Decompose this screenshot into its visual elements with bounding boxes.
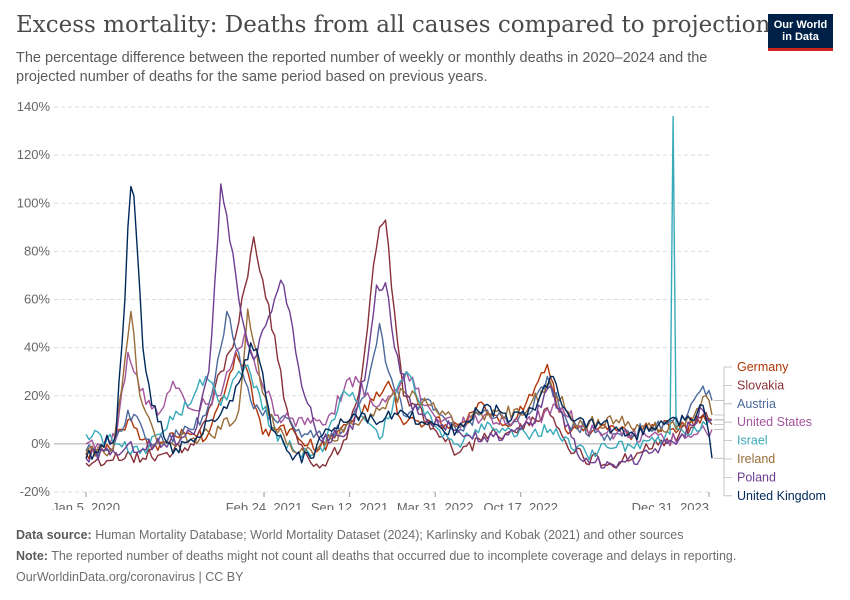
grid-layer: -20% 0% 20% 40% 60% 80% 100% 120% 140% Jan 5, 202… (17, 99, 712, 510)
x-tick-label: Dec 31, 2023 (632, 500, 709, 510)
data-source-line: Data source: Human Mortality Database; W… (16, 528, 683, 542)
series-line-poland (85, 183, 713, 469)
data-source-text: Human Mortality Database; World Mortalit… (91, 528, 684, 542)
x-tick-label: Feb 24, 2021 (226, 500, 303, 510)
note-label: Note: (16, 549, 48, 563)
legend-label: Poland (737, 470, 776, 484)
legend-label: United States (737, 415, 812, 429)
series-layer (85, 115, 713, 469)
legend-connector (714, 419, 732, 441)
legend-connector (714, 400, 732, 405)
y-tick-label: 140% (17, 99, 51, 114)
x-tick-label: Mar 31, 2022 (397, 500, 474, 510)
series-line-israel (85, 115, 713, 461)
legend-connector (714, 385, 732, 426)
credit-link[interactable]: OurWorldinData.org/coronavirus | CC BY (16, 570, 244, 584)
legend-connector (714, 419, 732, 478)
legend-label: Slovakia (737, 378, 784, 392)
y-tick-label: 100% (17, 195, 51, 210)
y-tick-label: 120% (17, 147, 51, 162)
logo-line-1: Our World (773, 19, 828, 31)
y-tick-label: -20% (20, 484, 51, 499)
logo-line-2: in Data (782, 31, 819, 43)
note-line: Note: The reported number of deaths migh… (16, 549, 736, 563)
excess-mortality-chart: -20% 0% 20% 40% 60% 80% 100% 120% 140% Jan 5, 202… (17, 99, 826, 510)
x-tick-label: Jan 5, 2020 (52, 500, 120, 510)
note-text: The reported number of deaths might not … (47, 549, 737, 563)
y-tick-label: 80% (24, 243, 50, 258)
y-tick-label: 40% (24, 340, 50, 355)
legend-label: Austria (737, 397, 776, 411)
legend-label: United Kingdom (737, 489, 826, 503)
legend-connector (714, 421, 732, 430)
legend-label: Israel (737, 434, 768, 448)
legend: Germany Slovakia Austria United States Israe… (714, 360, 826, 503)
legend-connector (714, 457, 732, 497)
legend-label: Germany (737, 360, 789, 374)
y-tick-label: 60% (24, 292, 50, 307)
legend-connector (714, 414, 732, 460)
x-tick-label: Sep 12, 2021 (311, 500, 388, 510)
data-source-label: Data source: (16, 528, 92, 542)
y-tick-label: 20% (24, 388, 50, 403)
series-line-slovakia (85, 219, 713, 469)
legend-label: Ireland (737, 452, 775, 466)
series-line-germany (85, 351, 713, 460)
series-line-united-kingdom (85, 185, 713, 464)
owid-logo[interactable]: Our World in Data (768, 14, 833, 51)
x-tick-label: Oct 17, 2022 (484, 500, 558, 510)
y-tick-label: 0% (31, 436, 50, 451)
legend-connector (714, 366, 732, 421)
series-line-united-states (85, 332, 713, 449)
chart-subtitle: The percentage difference between the re… (16, 50, 708, 85)
chart-title: Excess mortality: Deaths from all causes… (16, 12, 771, 38)
